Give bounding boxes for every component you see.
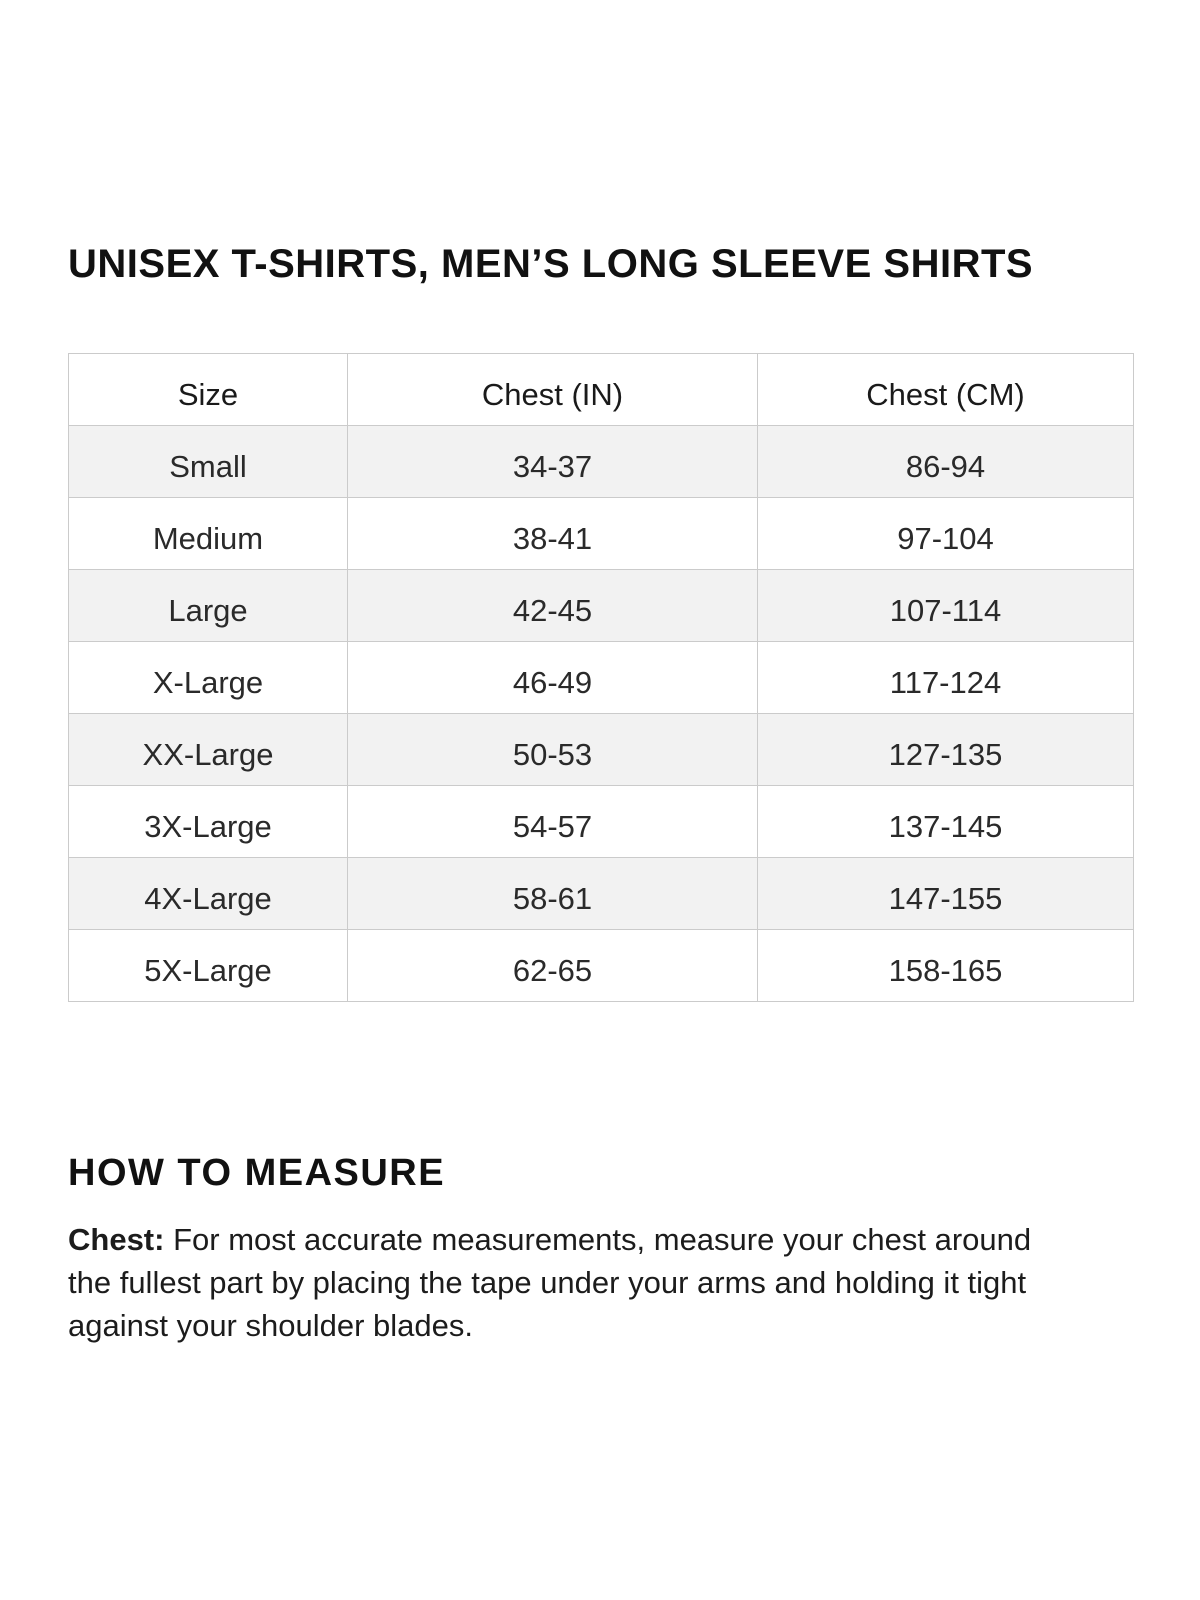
chest-in-cell: 50-53 [347, 713, 758, 786]
size-chart-table: Size Chest (IN) Chest (CM) Small 34-37 8… [68, 353, 1134, 1002]
instruction-text: For most accurate measurements, measure … [173, 1222, 1032, 1257]
how-to-measure-heading: HOW TO MEASURE [68, 1152, 446, 1194]
instruction-line: the fullest part by placing the tape und… [68, 1265, 1027, 1300]
column-header-chest-cm: Chest (CM) [757, 353, 1134, 426]
table-row: 3X-Large 54-57 137-145 [68, 785, 1134, 858]
size-cell: 5X-Large [68, 929, 348, 1002]
chest-cm-cell: 86-94 [757, 425, 1134, 498]
chest-in-cell: 58-61 [347, 857, 758, 930]
measure-instructions: Chest: For most accurate measurements, m… [68, 1218, 1128, 1347]
size-cell: X-Large [68, 641, 348, 714]
size-cell: Large [68, 569, 348, 642]
size-table-header: Size Chest (IN) Chest (CM) [68, 353, 1134, 426]
table-row: X-Large 46-49 117-124 [68, 641, 1134, 714]
instruction-line: Chest: For most accurate measurements, m… [68, 1218, 1128, 1261]
chest-in-cell: 38-41 [347, 497, 758, 570]
chest-cm-cell: 107-114 [757, 569, 1134, 642]
chest-term: Chest: [68, 1222, 165, 1257]
column-header-size: Size [68, 353, 348, 426]
chest-in-cell: 34-37 [347, 425, 758, 498]
table-row: Large 42-45 107-114 [68, 569, 1134, 642]
table-row: 5X-Large 62-65 158-165 [68, 929, 1134, 1002]
chest-cm-cell: 117-124 [757, 641, 1134, 714]
table-row: XX-Large 50-53 127-135 [68, 713, 1134, 786]
page-title: UNISEX T-SHIRTS, MEN’S LONG SLEEVE SHIRT… [68, 242, 1034, 286]
header-row: Size Chest (IN) Chest (CM) [68, 353, 1134, 426]
size-cell: XX-Large [68, 713, 348, 786]
size-cell: 3X-Large [68, 785, 348, 858]
size-cell: Medium [68, 497, 348, 570]
table-row: 4X-Large 58-61 147-155 [68, 857, 1134, 930]
chest-in-cell: 62-65 [347, 929, 758, 1002]
table-row: Medium 38-41 97-104 [68, 497, 1134, 570]
chest-in-cell: 42-45 [347, 569, 758, 642]
chest-in-cell: 46-49 [347, 641, 758, 714]
chest-cm-cell: 158-165 [757, 929, 1134, 1002]
chest-cm-cell: 97-104 [757, 497, 1134, 570]
size-cell: 4X-Large [68, 857, 348, 930]
column-header-chest-in: Chest (IN) [347, 353, 758, 426]
chest-cm-cell: 127-135 [757, 713, 1134, 786]
table-row: Small 34-37 86-94 [68, 425, 1134, 498]
chest-cm-cell: 137-145 [757, 785, 1134, 858]
chest-cm-cell: 147-155 [757, 857, 1134, 930]
instruction-line: against your shoulder blades. [68, 1308, 473, 1343]
size-cell: Small [68, 425, 348, 498]
chest-in-cell: 54-57 [347, 785, 758, 858]
